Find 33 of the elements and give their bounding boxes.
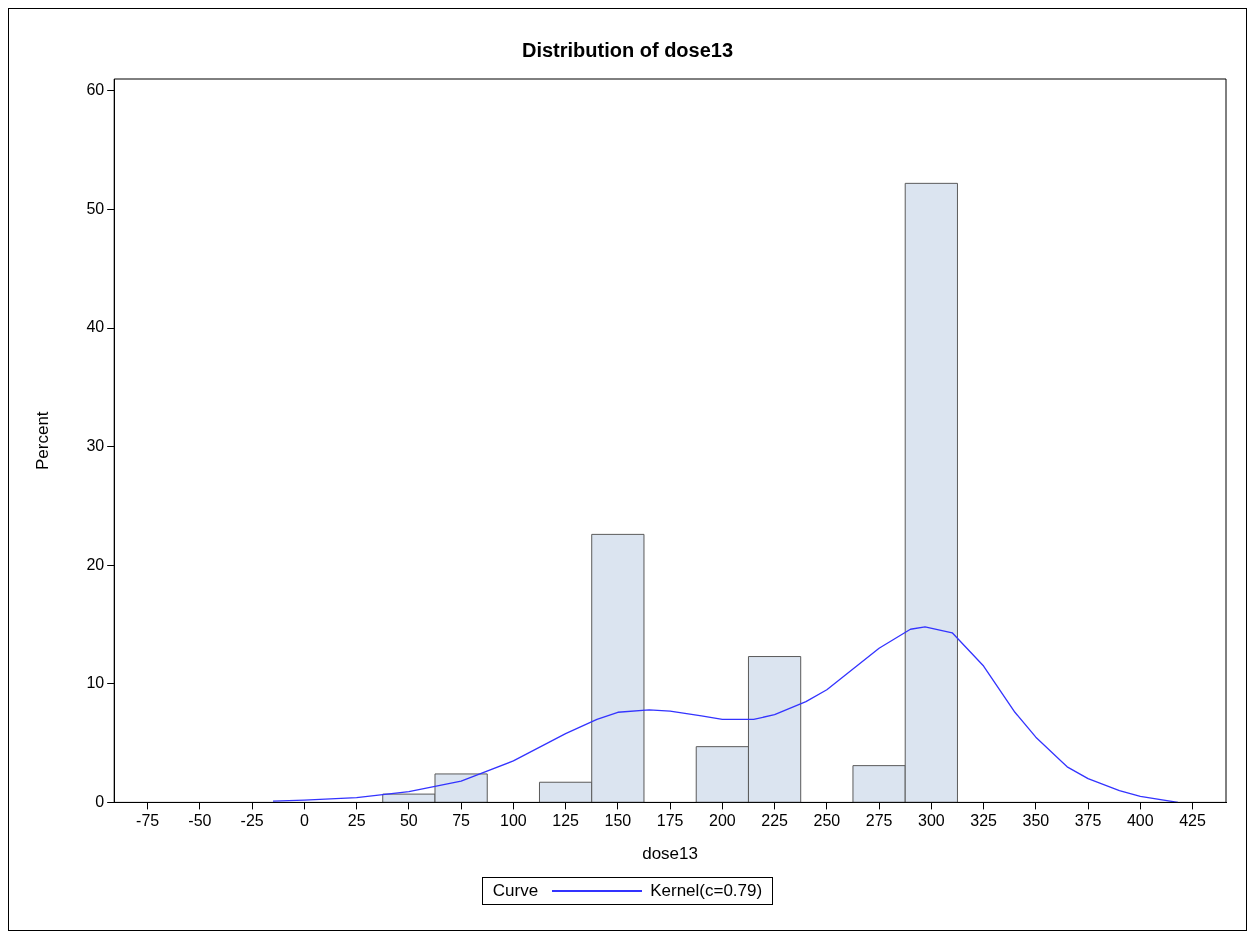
x-tick-label: 200 [708, 812, 736, 830]
x-tick-label: 225 [761, 812, 789, 830]
y-tick-label: 50 [86, 199, 105, 217]
y-tick-label: 60 [86, 81, 105, 99]
legend-title: Curve [492, 881, 539, 901]
text: Kernel(c=0.79) [650, 881, 763, 901]
y-tick-label: 30 [86, 437, 105, 455]
chart-title: Distribution of dose13 [521, 38, 734, 61]
x-tick-label: 275 [865, 812, 893, 830]
x-tick-label: 375 [1074, 812, 1102, 830]
x-tick-label: 150 [604, 812, 632, 830]
x-tick-label: 75 [452, 812, 471, 830]
x-axis-title: dose13 [642, 844, 698, 864]
x-tick-label: 250 [813, 812, 841, 830]
y-tick-label: 40 [86, 318, 105, 336]
x-tick-label: 400 [1126, 812, 1154, 830]
x-tick-label: 425 [1179, 812, 1207, 830]
x-tick-label: 325 [970, 812, 998, 830]
x-tick-label: 100 [500, 812, 527, 830]
x-tick-label: -50 [188, 812, 212, 830]
x-tick-label: 125 [552, 812, 580, 830]
x-tick-label: -25 [240, 812, 264, 830]
y-axis-title: Percent [32, 411, 52, 470]
x-tick-label: 50 [399, 812, 418, 830]
x-tick-label: 0 [299, 812, 309, 830]
x-tick-label: 300 [917, 812, 945, 830]
x-tick-label: 25 [347, 812, 366, 830]
y-tick-label: 10 [86, 674, 105, 692]
x-tick-label: 350 [1022, 812, 1050, 830]
x-tick-label: 175 [656, 812, 684, 830]
y-tick-label: 0 [95, 792, 105, 810]
x-tick-label: -75 [136, 812, 160, 830]
y-tick-label: 20 [86, 555, 105, 573]
